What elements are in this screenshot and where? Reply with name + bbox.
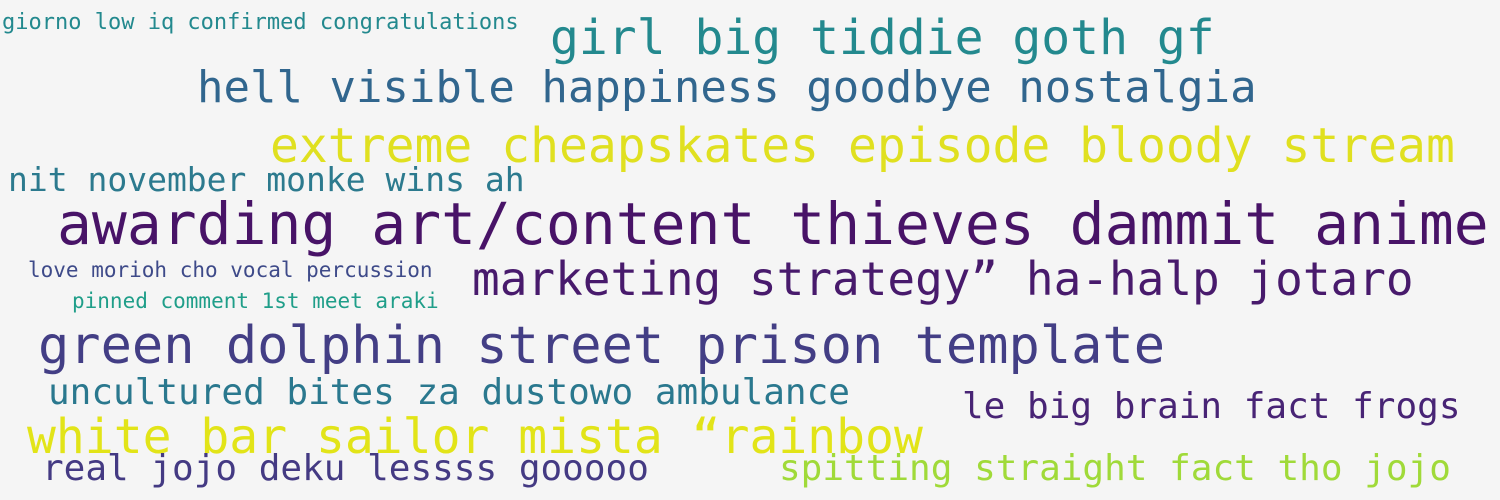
word-cloud-phrase: awarding art/content thieves dammit anim…	[57, 190, 1489, 258]
word-cloud-phrase: love morioh cho vocal percussion	[28, 258, 433, 282]
word-cloud-phrase: le big brain fact frogs	[962, 386, 1461, 427]
word-cloud-phrase: girl big tiddie goth gf	[550, 10, 1215, 66]
word-cloud-phrase: marketing strategy” ha-halp jotaro	[472, 252, 1414, 306]
word-cloud-phrase: green dolphin street prison template	[38, 316, 1166, 376]
word-cloud-phrase: nit november monke wins ah	[8, 160, 525, 199]
word-cloud-phrase: uncultured bites za dustowo ambulance	[48, 372, 850, 413]
word-cloud-phrase: hell visible happiness goodbye nostalgia	[197, 62, 1257, 113]
word-cloud-phrase: real jojo deku lessss gooooo	[42, 448, 649, 489]
word-cloud-phrase: white bar sailor mista “rainbow	[27, 409, 923, 465]
word-cloud-phrase: giorno low iq confirmed congratulations	[2, 10, 519, 35]
word-cloud-phrase: spitting straight fact tho jojo	[779, 448, 1451, 489]
word-cloud-phrase: pinned comment 1st meet araki	[72, 289, 439, 313]
word-cloud-phrase: extreme cheapskates episode bloody strea…	[270, 118, 1455, 174]
